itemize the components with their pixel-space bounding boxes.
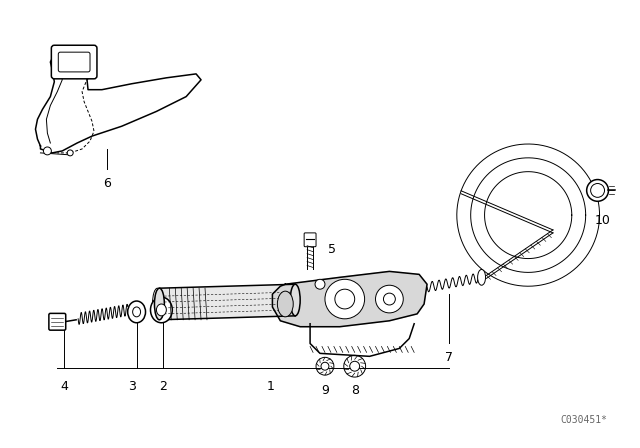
Text: 5: 5	[328, 243, 336, 256]
Text: 6: 6	[103, 177, 111, 190]
Text: 7: 7	[445, 351, 453, 364]
Ellipse shape	[128, 301, 145, 323]
Text: 3: 3	[128, 380, 136, 393]
Ellipse shape	[291, 284, 300, 316]
FancyBboxPatch shape	[51, 45, 97, 79]
Circle shape	[349, 361, 360, 371]
FancyBboxPatch shape	[58, 52, 90, 72]
Ellipse shape	[156, 304, 166, 316]
Text: C030451*: C030451*	[561, 415, 607, 426]
Text: 9: 9	[321, 384, 329, 397]
Text: 10: 10	[595, 214, 611, 227]
Ellipse shape	[132, 307, 141, 317]
Circle shape	[67, 150, 73, 156]
Ellipse shape	[152, 288, 163, 320]
Circle shape	[315, 279, 325, 289]
Circle shape	[335, 289, 355, 309]
Text: 4: 4	[60, 380, 68, 393]
Text: 1: 1	[266, 380, 275, 393]
Text: 2: 2	[159, 380, 167, 393]
Circle shape	[321, 362, 329, 370]
Circle shape	[325, 279, 365, 319]
Ellipse shape	[150, 297, 172, 323]
FancyBboxPatch shape	[304, 233, 316, 247]
Circle shape	[376, 285, 403, 313]
Ellipse shape	[154, 288, 164, 320]
Ellipse shape	[587, 180, 609, 201]
Ellipse shape	[591, 184, 605, 197]
Polygon shape	[159, 284, 295, 320]
Ellipse shape	[477, 269, 486, 285]
Ellipse shape	[277, 291, 293, 317]
Circle shape	[44, 147, 51, 155]
Polygon shape	[273, 271, 427, 327]
Text: 8: 8	[351, 384, 358, 397]
Circle shape	[383, 293, 396, 305]
FancyBboxPatch shape	[49, 314, 66, 330]
